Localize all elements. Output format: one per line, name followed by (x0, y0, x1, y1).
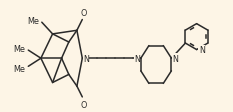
Text: O: O (80, 100, 86, 109)
Text: N: N (172, 54, 178, 63)
Text: Me: Me (27, 17, 39, 26)
Text: Me: Me (14, 64, 26, 73)
Text: O: O (80, 9, 86, 18)
Text: N: N (134, 54, 140, 63)
Text: N: N (199, 46, 205, 55)
Text: N: N (83, 54, 89, 63)
Text: Me: Me (14, 44, 26, 53)
